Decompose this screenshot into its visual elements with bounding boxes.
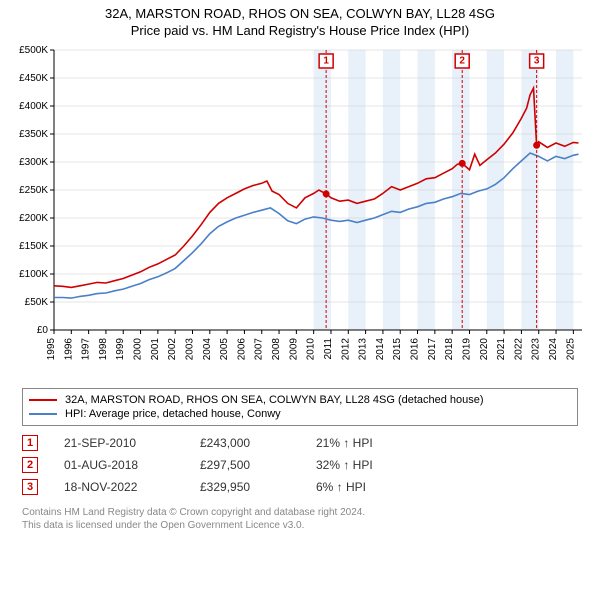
x-tick-label: 2004	[202, 338, 213, 361]
sale-badge: 3	[22, 479, 38, 495]
price-chart: £0 £50K £100K £150K £200K £250K £300K £350K £400…	[0, 40, 600, 380]
y-tick-label: £0	[37, 325, 49, 336]
x-tick-label: 2003	[184, 338, 195, 361]
sale-price: £329,950	[200, 480, 290, 494]
sale-date: 01-AUG-2018	[64, 458, 174, 472]
y-tick-label: £250K	[19, 185, 48, 196]
sale-row: 2 01-AUG-2018 £297,500 32% ↑ HPI	[22, 454, 578, 476]
chart-title-line2: Price paid vs. HM Land Registry's House …	[0, 23, 600, 38]
x-tick-label: 1999	[115, 338, 126, 361]
y-tick-label: £50K	[25, 297, 49, 308]
sale-price: £243,000	[200, 436, 290, 450]
x-tick-label: 2006	[236, 338, 247, 361]
sale-diff: 6% ↑ HPI	[316, 480, 426, 494]
x-tick-label: 1998	[98, 338, 109, 361]
sale-diff: 21% ↑ HPI	[316, 436, 426, 450]
sale-marker-label: 1	[323, 56, 329, 67]
y-tick-label: £150K	[19, 241, 48, 252]
x-tick-label: 2016	[410, 338, 421, 361]
y-tick-label: £450K	[19, 73, 48, 84]
x-tick-label: 2012	[340, 338, 351, 361]
y-tick-label: £350K	[19, 129, 48, 140]
x-tick-label: 2013	[358, 338, 369, 361]
footer-line1: Contains HM Land Registry data © Crown c…	[22, 506, 578, 519]
legend: 32A, MARSTON ROAD, RHOS ON SEA, COLWYN B…	[22, 388, 578, 426]
x-tick-label: 2021	[496, 338, 507, 361]
y-tick-label: £100K	[19, 269, 48, 280]
footer-attribution: Contains HM Land Registry data © Crown c…	[22, 502, 578, 532]
x-tick-label: 2018	[444, 338, 455, 361]
y-tick-label: £300K	[19, 157, 48, 168]
sale-marker-label: 2	[459, 56, 465, 67]
sale-diff: 32% ↑ HPI	[316, 458, 426, 472]
x-tick-label: 2008	[271, 338, 282, 361]
x-tick-label: 2020	[479, 338, 490, 361]
x-tick-label: 2015	[392, 338, 403, 361]
x-tick-label: 2017	[427, 338, 438, 361]
x-tick-label: 2009	[288, 338, 299, 361]
legend-item: HPI: Average price, detached house, Conw…	[29, 407, 571, 421]
x-tick-label: 2007	[254, 338, 265, 361]
legend-label: HPI: Average price, detached house, Conw…	[65, 408, 281, 420]
y-tick-label: £400K	[19, 101, 48, 112]
chart-title-line1: 32A, MARSTON ROAD, RHOS ON SEA, COLWYN B…	[0, 6, 600, 21]
sale-date: 21-SEP-2010	[64, 436, 174, 450]
sale-marker-label: 3	[534, 56, 540, 67]
x-tick-label: 2010	[306, 338, 317, 361]
x-tick-label: 2019	[461, 338, 472, 361]
legend-swatch	[29, 399, 57, 401]
sale-row: 1 21-SEP-2010 £243,000 21% ↑ HPI	[22, 432, 578, 454]
x-tick-label: 1996	[63, 338, 74, 361]
x-tick-label: 2022	[513, 338, 524, 361]
legend-swatch	[29, 413, 57, 415]
footer-line2: This data is licensed under the Open Gov…	[22, 519, 578, 532]
legend-label: 32A, MARSTON ROAD, RHOS ON SEA, COLWYN B…	[65, 394, 484, 406]
sale-date: 18-NOV-2022	[64, 480, 174, 494]
x-tick-label: 2005	[219, 338, 230, 361]
chart-title-block: 32A, MARSTON ROAD, RHOS ON SEA, COLWYN B…	[0, 0, 600, 40]
x-tick-label: 2002	[167, 338, 178, 361]
sales-table: 1 21-SEP-2010 £243,000 21% ↑ HPI 2 01-AUG-201…	[22, 432, 578, 498]
sale-price: £297,500	[200, 458, 290, 472]
sale-badge: 1	[22, 435, 38, 451]
x-tick-label: 2014	[375, 338, 386, 361]
chart-area: £0 £50K £100K £150K £200K £250K £300K £350K £400…	[0, 40, 600, 380]
x-tick-label: 2001	[150, 338, 161, 361]
x-tick-label: 2011	[323, 338, 334, 360]
x-tick-label: 2023	[531, 338, 542, 361]
x-tick-label: 2024	[548, 338, 559, 361]
x-tick-label: 2000	[133, 338, 144, 361]
y-tick-label: £200K	[19, 213, 48, 224]
sale-row: 3 18-NOV-2022 £329,950 6% ↑ HPI	[22, 476, 578, 498]
x-tick-label: 1997	[81, 338, 92, 361]
sale-badge: 2	[22, 457, 38, 473]
y-tick-label: £500K	[19, 45, 48, 56]
legend-item: 32A, MARSTON ROAD, RHOS ON SEA, COLWYN B…	[29, 393, 571, 407]
x-tick-label: 1995	[46, 338, 57, 361]
x-tick-label: 2025	[565, 338, 576, 361]
